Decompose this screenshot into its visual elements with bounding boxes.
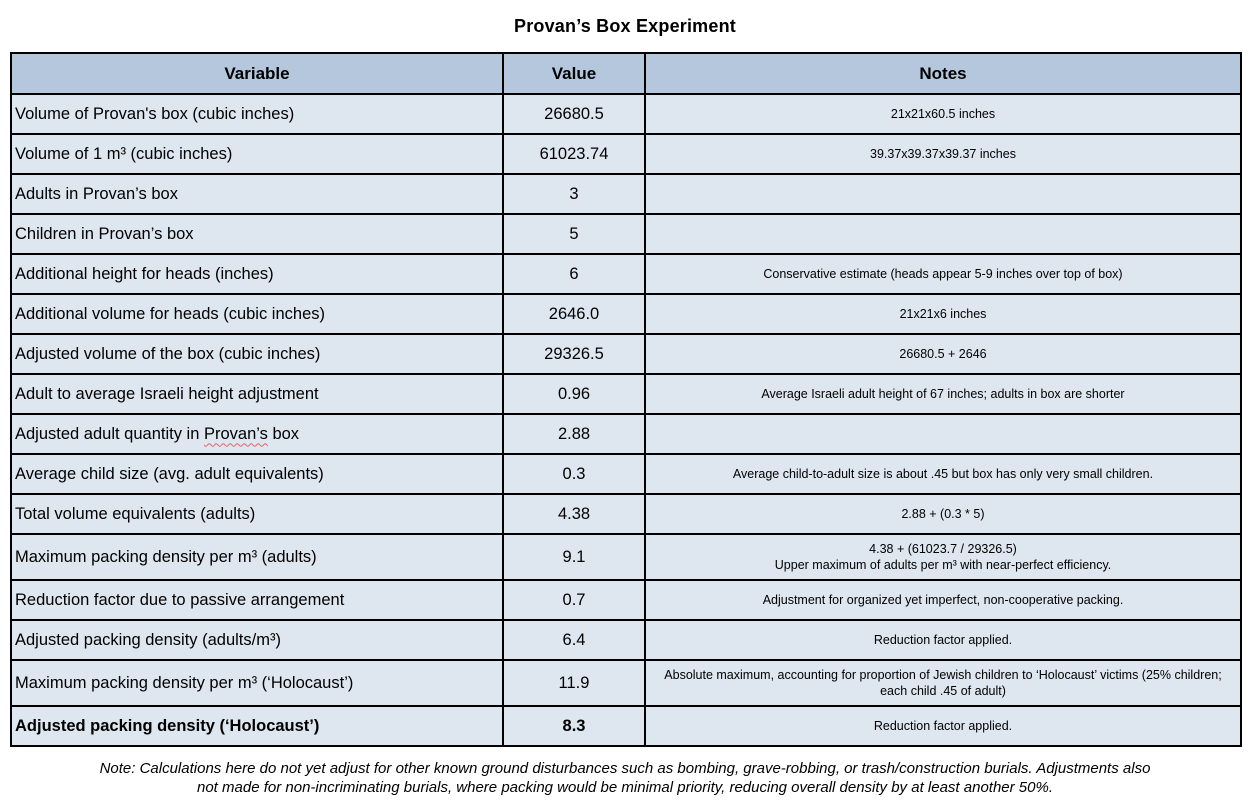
- experiment-table: Variable Value Notes Volume of Provan's …: [10, 52, 1242, 747]
- variable-cell: Adjusted packing density (‘Holocaust’): [10, 705, 504, 747]
- table-row: Additional height for heads (inches) 6 Con…: [10, 253, 1242, 295]
- page-title: Provan’s Box Experiment: [513, 16, 736, 36]
- table-row: Adjusted adult quantity in Provan’s box 2…: [10, 413, 1242, 455]
- table-row: Adjusted packing density (adults/m³) 6.4 R…: [10, 619, 1242, 661]
- value-cell: 2.88: [502, 413, 646, 455]
- value-cell: 6: [502, 253, 646, 295]
- variable-cell: Volume of 1 m³ (cubic inches): [10, 133, 504, 175]
- value-cell: 0.96: [502, 373, 646, 415]
- variable-cell: Volume of Provan's box (cubic inches): [10, 93, 504, 135]
- note-cell: 2.88 + (0.3 * 5): [644, 493, 1242, 535]
- variable-cell: Maximum packing density per m³ (adults): [10, 533, 504, 581]
- note-cell: Reduction factor applied.: [644, 705, 1242, 747]
- note-cell: 39.37x39.37x39.37 inches: [644, 133, 1242, 175]
- variable-cell: Adults in Provan’s box: [10, 173, 504, 215]
- value-cell: 4.38: [502, 493, 646, 535]
- value-cell: 29326.5: [502, 333, 646, 375]
- note-cell: [644, 173, 1242, 215]
- note-cell: Average Israeli adult height of 67 inche…: [644, 373, 1242, 415]
- table-row: Average child size (avg. adult equivalen…: [10, 453, 1242, 495]
- value-cell: 8.3: [502, 705, 646, 747]
- value-cell: 0.7: [502, 579, 646, 621]
- table-row: Reduction factor due to passive arrangem…: [10, 579, 1242, 621]
- note-cell: [644, 213, 1242, 255]
- variable-cell: Adjusted volume of the box (cubic inches…: [10, 333, 504, 375]
- table-row: Volume of Provan's box (cubic inches) 266…: [10, 93, 1242, 135]
- note-cell: 4.38 + (61023.7 / 29326.5) Upper maximum…: [644, 533, 1242, 581]
- value-cell: 26680.5: [502, 93, 646, 135]
- table-row: Additional volume for heads (cubic inche…: [10, 293, 1242, 335]
- header-row: Variable Value Notes: [10, 52, 1242, 95]
- table-row: Maximum packing density per m³ (‘Holocau…: [10, 659, 1242, 707]
- value-cell: 5: [502, 213, 646, 255]
- value-cell: 3: [502, 173, 646, 215]
- value-cell: 0.3: [502, 453, 646, 495]
- variable-cell: Additional height for heads (inches): [10, 253, 504, 295]
- value-cell: 2646.0: [502, 293, 646, 335]
- table-row: Maximum packing density per m³ (adults) 9…: [10, 533, 1242, 581]
- variable-cell: Reduction factor due to passive arrangem…: [10, 579, 504, 621]
- variable-cell: Average child size (avg. adult equivalen…: [10, 453, 504, 495]
- variable-cell: Maximum packing density per m³ (‘Holocau…: [10, 659, 504, 707]
- value-cell: 9.1: [502, 533, 646, 581]
- variable-cell: Total volume equivalents (adults): [10, 493, 504, 535]
- column-header-notes: Notes: [644, 52, 1242, 95]
- value-cell: 11.9: [502, 659, 646, 707]
- footnote: Note: Calculations here do not yet adjus…: [99, 760, 1151, 796]
- table-header: Variable Value Notes: [10, 52, 1242, 95]
- note-cell: [644, 413, 1242, 455]
- note-cell: 21x21x60.5 inches: [644, 93, 1242, 135]
- note-cell: Absolute maximum, accounting for proport…: [644, 659, 1242, 707]
- table-row: Children in Provan’s box 5: [10, 213, 1242, 255]
- value-cell: 6.4: [502, 619, 646, 661]
- table-row: Adult to average Israeli height adjustme…: [10, 373, 1242, 415]
- note-cell: 21x21x6 inches: [644, 293, 1242, 335]
- table-body: Volume of Provan's box (cubic inches) 266…: [10, 93, 1242, 747]
- table-row: Adults in Provan’s box 3: [10, 173, 1242, 215]
- note-cell: Average child-to-adult size is about .45…: [644, 453, 1242, 495]
- table-row: Adjusted volume of the box (cubic inches…: [10, 333, 1242, 375]
- note-cell: Reduction factor applied.: [644, 619, 1242, 661]
- variable-cell: Adjusted adult quantity in Provan’s box: [10, 413, 504, 455]
- table-row: Adjusted packing density (‘Holocaust’) 8.…: [10, 705, 1242, 747]
- value-cell: 61023.74: [502, 133, 646, 175]
- note-cell: 26680.5 + 2646: [644, 333, 1242, 375]
- note-cell: Conservative estimate (heads appear 5-9 …: [644, 253, 1242, 295]
- variable-cell: Children in Provan’s box: [10, 213, 504, 255]
- table-row: Volume of 1 m³ (cubic inches) 61023.74 39.…: [10, 133, 1242, 175]
- column-header-variable: Variable: [10, 52, 504, 95]
- note-cell: Adjustment for organized yet imperfect, …: [644, 579, 1242, 621]
- misspelled-word: Provan’s: [203, 424, 268, 443]
- column-header-value: Value: [502, 52, 646, 95]
- table-row: Total volume equivalents (adults) 4.38 2.8…: [10, 493, 1242, 535]
- variable-cell: Adult to average Israeli height adjustme…: [10, 373, 504, 415]
- variable-cell: Adjusted packing density (adults/m³): [10, 619, 504, 661]
- variable-cell: Additional volume for heads (cubic inche…: [10, 293, 504, 335]
